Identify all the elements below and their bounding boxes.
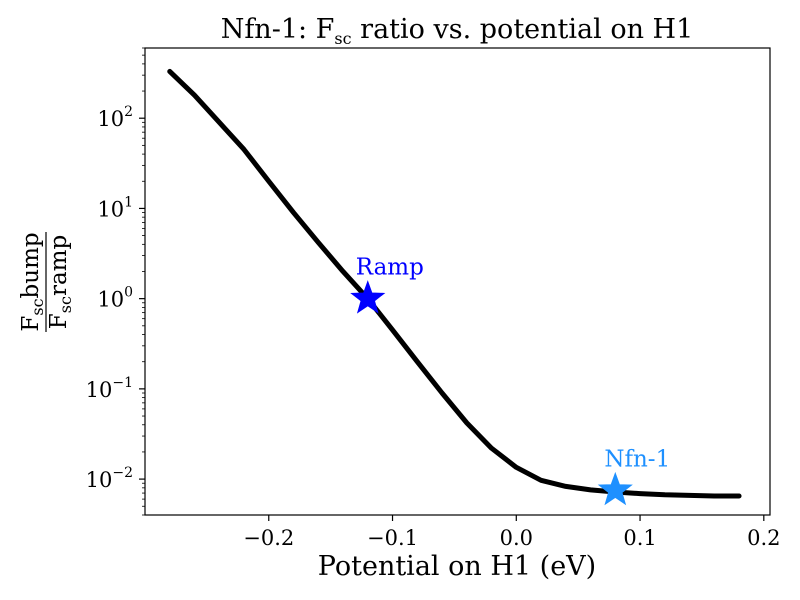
y-tick-label: 10−2 <box>86 465 133 492</box>
marker-nfn-1-label: Nfn-1 <box>604 446 670 472</box>
marker-ramp-star <box>350 280 386 314</box>
x-tick-label: −0.2 <box>243 526 294 550</box>
marker-nfn-1-star <box>597 471 633 506</box>
plot-area: Ramp Nfn-1 <box>144 47 771 516</box>
x-tick-label: 0.2 <box>747 526 780 550</box>
y-tick-label: 101 <box>97 194 133 221</box>
y-tick-label: 102 <box>97 104 133 131</box>
axis-ticks: −0.2 −0.1 0.0 0.1 0.2 102 101 100 10−1 10−2 <box>86 47 781 550</box>
y-tick-label: 100 <box>97 285 133 312</box>
y-axis-denominator: Fscramp <box>46 235 75 329</box>
x-tick-label: −0.1 <box>367 526 418 550</box>
axes-frame <box>144 47 771 516</box>
y-tick-label: 10−1 <box>86 375 133 402</box>
x-axis-title: Potential on H1 (eV) <box>318 551 596 582</box>
y-axis-title: Fscbump Fscramp <box>18 232 75 332</box>
marker-ramp-label: Ramp <box>356 255 424 281</box>
y-axis-numerator: Fscbump <box>18 232 47 331</box>
x-tick-label: 0.0 <box>500 526 533 550</box>
series-line-0 <box>167 68 742 499</box>
chart-title: Nfn-1: Fsc ratio vs. potential on H1 <box>221 14 694 48</box>
x-tick-label: 0.1 <box>623 526 656 550</box>
